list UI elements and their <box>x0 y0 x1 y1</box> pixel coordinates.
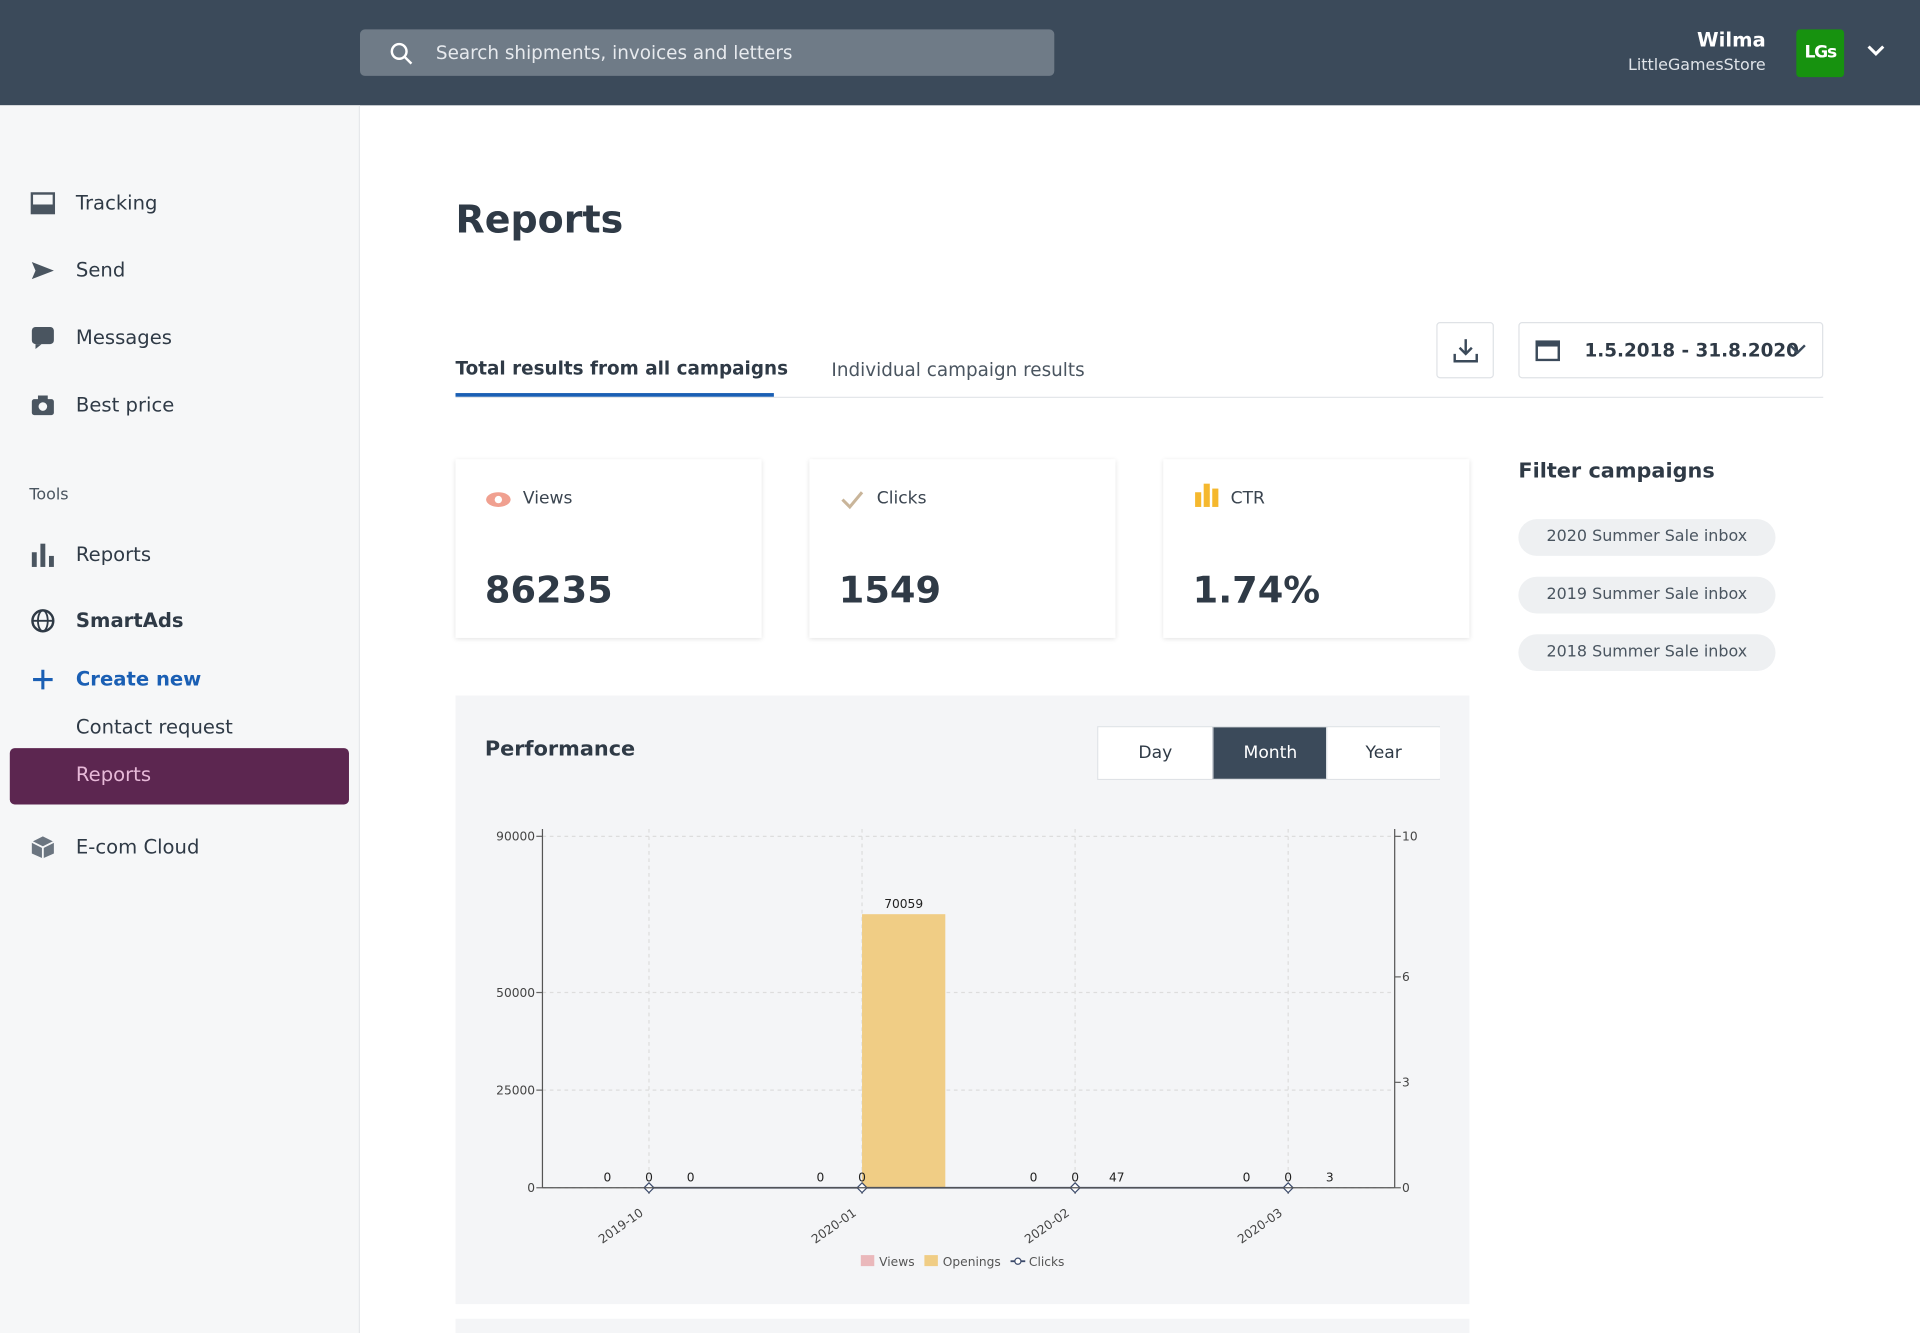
kpi-card: CTR 1.74% <box>1163 459 1470 638</box>
download-button[interactable] <box>1436 322 1494 379</box>
ctr-icon <box>1195 483 1219 507</box>
avatar[interactable]: LGs <box>1796 29 1845 78</box>
top-bar: Search shipments, invoices and letters W… <box>0 0 1920 106</box>
filter-chip[interactable]: 2019 Summer Sale inbox <box>1518 576 1776 614</box>
kpi-card: Views 86235 <box>455 459 762 638</box>
y-tick-label: 50000 <box>496 986 535 1000</box>
sidebar <box>0 105 361 1333</box>
y2-tick-label: 3 <box>1402 1076 1410 1090</box>
kpi-label: CTR <box>1230 488 1265 509</box>
kpi-value: 1.74% <box>1192 569 1321 613</box>
tab-active[interactable]: Total results from all campaigns <box>455 357 789 380</box>
period-toggle: Day Month Year <box>1097 726 1441 781</box>
date-picker[interactable]: 1.5.2018 - 31.8.2020 <box>1518 322 1824 379</box>
nav-item[interactable]: Messages <box>75 325 173 349</box>
plus-icon <box>33 669 53 690</box>
date-range: 1.5.2018 - 31.8.2020 <box>1584 339 1799 362</box>
legend-swatch <box>860 1255 875 1267</box>
tab-divider <box>455 396 1824 398</box>
chart: 0 25000 50000 90000 0 3 6 10 2019-10 2020-01 2020-… <box>496 828 1418 1269</box>
kpi-value: 86235 <box>484 569 613 613</box>
tab-underline <box>455 393 774 397</box>
data-label: 0 <box>858 1171 866 1185</box>
smartads-icon <box>31 609 55 633</box>
data-label: 3 <box>1326 1171 1334 1185</box>
y2-tick-label: 6 <box>1402 970 1410 984</box>
nav-item[interactable]: Best price <box>75 393 175 417</box>
filter-chip[interactable]: 2018 Summer Sale inbox <box>1518 634 1776 672</box>
best-price-icon <box>31 395 54 416</box>
x-tick-label: 2019-10 <box>596 1206 646 1247</box>
legend-label: Clicks <box>1029 1255 1065 1269</box>
nav-item[interactable]: E-com Cloud <box>75 835 200 859</box>
nav-item[interactable]: Send <box>75 258 126 282</box>
tracking-icon <box>30 192 56 215</box>
y-tick-label: 25000 <box>496 1083 535 1097</box>
user-name: Wilma <box>1697 28 1766 52</box>
data-label: 0 <box>817 1171 825 1185</box>
ecom-icon <box>31 836 55 859</box>
user-menu-chevron[interactable] <box>1866 44 1886 59</box>
search-placeholder: Search shipments, invoices and letters <box>435 41 793 64</box>
clicks-icon <box>841 491 864 510</box>
data-label: 0 <box>1243 1171 1251 1185</box>
create-new[interactable]: Create new <box>75 667 202 691</box>
sub-item-active[interactable]: Reports <box>75 762 152 787</box>
download-icon <box>1453 339 1478 363</box>
x-tick-label: 2020-03 <box>1235 1206 1285 1247</box>
panel-title: Performance <box>484 737 636 762</box>
y2-tick-label: 0 <box>1402 1181 1410 1195</box>
send-icon <box>31 262 54 280</box>
period-button[interactable]: Year <box>1326 727 1441 779</box>
messages-icon <box>31 326 54 349</box>
nav-item[interactable]: Reports <box>75 542 152 566</box>
views-icon <box>486 492 511 507</box>
calendar-icon <box>1535 340 1561 362</box>
legend-label: Views <box>879 1255 914 1269</box>
y2-tick-label: 10 <box>1402 830 1418 844</box>
y-tick-label: 90000 <box>496 830 535 844</box>
kpi-label: Clicks <box>876 488 927 509</box>
performance-panel: Performance Day Month Year 0 25000 50000 9000… <box>455 695 1470 1305</box>
nav-item[interactable]: SmartAds <box>75 608 184 632</box>
legend-swatch <box>1014 1257 1022 1265</box>
data-label: 0 <box>1284 1171 1292 1185</box>
data-label: 0 <box>687 1171 695 1185</box>
data-label: 0 <box>1071 1171 1079 1185</box>
filter-title: Filter campaigns <box>1518 459 1715 484</box>
chevron <box>1789 344 1806 355</box>
reports-icon <box>31 543 54 567</box>
sub-item[interactable]: Contact request <box>75 715 233 739</box>
data-label: 70059 <box>884 897 923 911</box>
next-panel <box>455 1318 1470 1333</box>
kpi-label: Views <box>522 488 573 509</box>
page-title: Reports <box>455 198 624 243</box>
data-label: 0 <box>645 1171 653 1185</box>
tab[interactable]: Individual campaign results <box>831 358 1085 381</box>
data-label: 0 <box>603 1171 611 1185</box>
x-tick-label: 2020-02 <box>1022 1206 1072 1247</box>
legend-swatch <box>924 1255 938 1267</box>
data-label: 47 <box>1109 1170 1125 1184</box>
kpi-value: 1549 <box>838 569 942 613</box>
nav-item[interactable]: Tracking <box>75 191 158 215</box>
section-label: Tools <box>29 486 69 505</box>
bar <box>862 914 946 1188</box>
kpi-card: Clicks 1549 <box>809 459 1116 638</box>
filter-chip[interactable]: 2020 Summer Sale inbox <box>1518 519 1776 556</box>
period-button[interactable]: Day <box>1098 727 1213 779</box>
y-tick-label: 0 <box>527 1181 535 1195</box>
search-icon <box>390 42 413 65</box>
search-box[interactable]: Search shipments, invoices and letters <box>360 29 1055 76</box>
user-company: LittleGamesStore <box>1627 56 1766 75</box>
data-label: 0 <box>1030 1171 1038 1185</box>
legend-label: Openings <box>943 1255 1001 1269</box>
x-tick-label: 2020-01 <box>809 1206 859 1247</box>
active-item[interactable] <box>9 748 349 805</box>
period-button[interactable]: Month <box>1212 727 1328 779</box>
